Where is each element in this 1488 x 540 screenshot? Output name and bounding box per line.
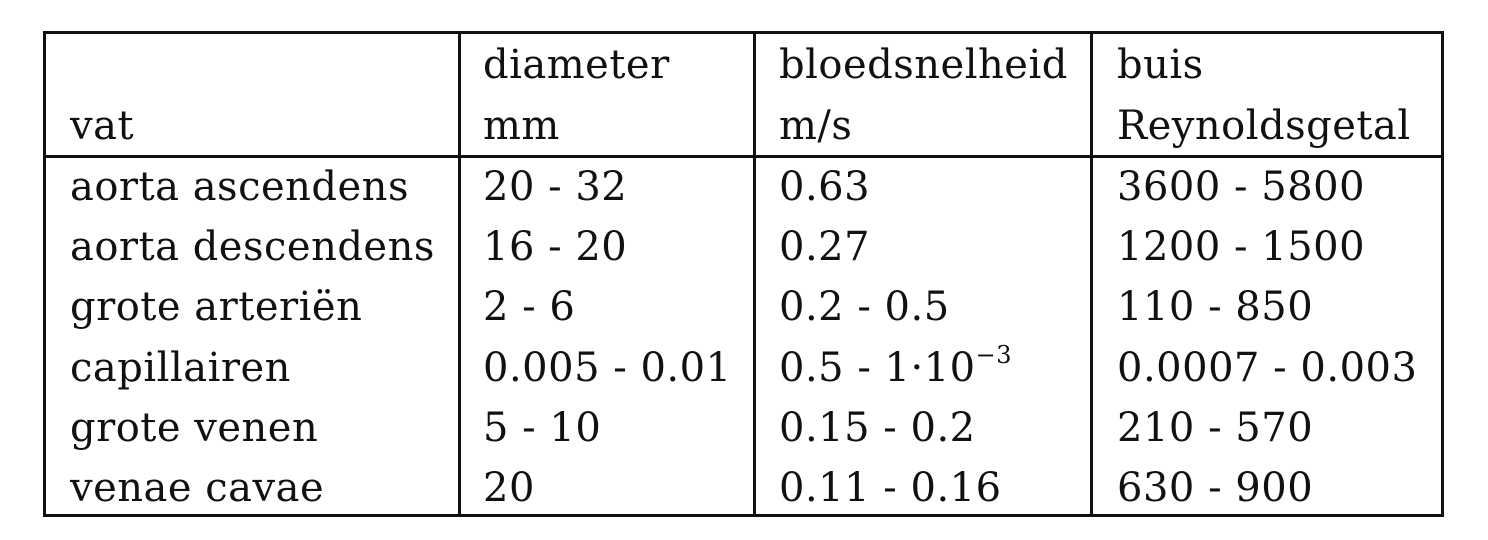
- header-diameter-unit: mm: [483, 103, 560, 149]
- cell-speed-base: 0.5 - 1·10: [779, 345, 976, 391]
- cell-vat: venae cavae: [70, 465, 325, 511]
- cell-diameter: 16 - 20: [483, 224, 628, 270]
- cell-diameter: 5 - 10: [483, 405, 602, 451]
- cell-speed: 0.5 - 1·10−3: [779, 343, 1012, 391]
- header-speed: bloedsnelheid: [779, 42, 1068, 88]
- cell-speed: 0.63: [779, 164, 871, 210]
- cell-speed: 0.15 - 0.2: [779, 405, 976, 451]
- header-reynolds: Reynoldsgetal: [1117, 103, 1411, 149]
- header-speed-unit: m/s: [779, 103, 853, 149]
- cell-diameter: 20 - 32: [483, 164, 628, 210]
- column-divider: [458, 34, 461, 514]
- cell-vat: aorta descendens: [70, 224, 435, 270]
- cell-reynolds: 3600 - 5800: [1117, 164, 1366, 210]
- cell-reynolds: 1200 - 1500: [1117, 224, 1366, 270]
- header-divider: [46, 155, 1441, 158]
- column-divider: [753, 34, 756, 514]
- cell-speed: 0.27: [779, 224, 871, 270]
- cell-speed: 0.2 - 0.5: [779, 284, 950, 330]
- cell-speed-exponent: −3: [975, 341, 1013, 369]
- column-divider: [1090, 34, 1093, 514]
- cell-vat: grote venen: [70, 405, 319, 451]
- cell-reynolds: 210 - 570: [1117, 405, 1314, 451]
- cell-vat: capillairen: [70, 345, 291, 391]
- header-diameter: diameter: [483, 42, 670, 88]
- cell-vat: aorta ascendens: [70, 164, 409, 210]
- cell-diameter: 2 - 6: [483, 284, 576, 330]
- cell-reynolds: 630 - 900: [1117, 465, 1314, 511]
- cell-speed: 0.11 - 0.16: [779, 465, 1002, 511]
- cell-diameter: 0.005 - 0.01: [483, 345, 732, 391]
- data-table: vat diameter mm bloedsnelheid m/s buis R…: [43, 31, 1444, 517]
- cell-reynolds: 0.0007 - 0.003: [1117, 345, 1418, 391]
- cell-reynolds: 110 - 850: [1117, 284, 1314, 330]
- cell-diameter: 20: [483, 465, 535, 511]
- header-vat: vat: [70, 103, 135, 149]
- cell-vat: grote arteriën: [70, 284, 363, 330]
- header-reynolds-top: buis: [1117, 42, 1204, 88]
